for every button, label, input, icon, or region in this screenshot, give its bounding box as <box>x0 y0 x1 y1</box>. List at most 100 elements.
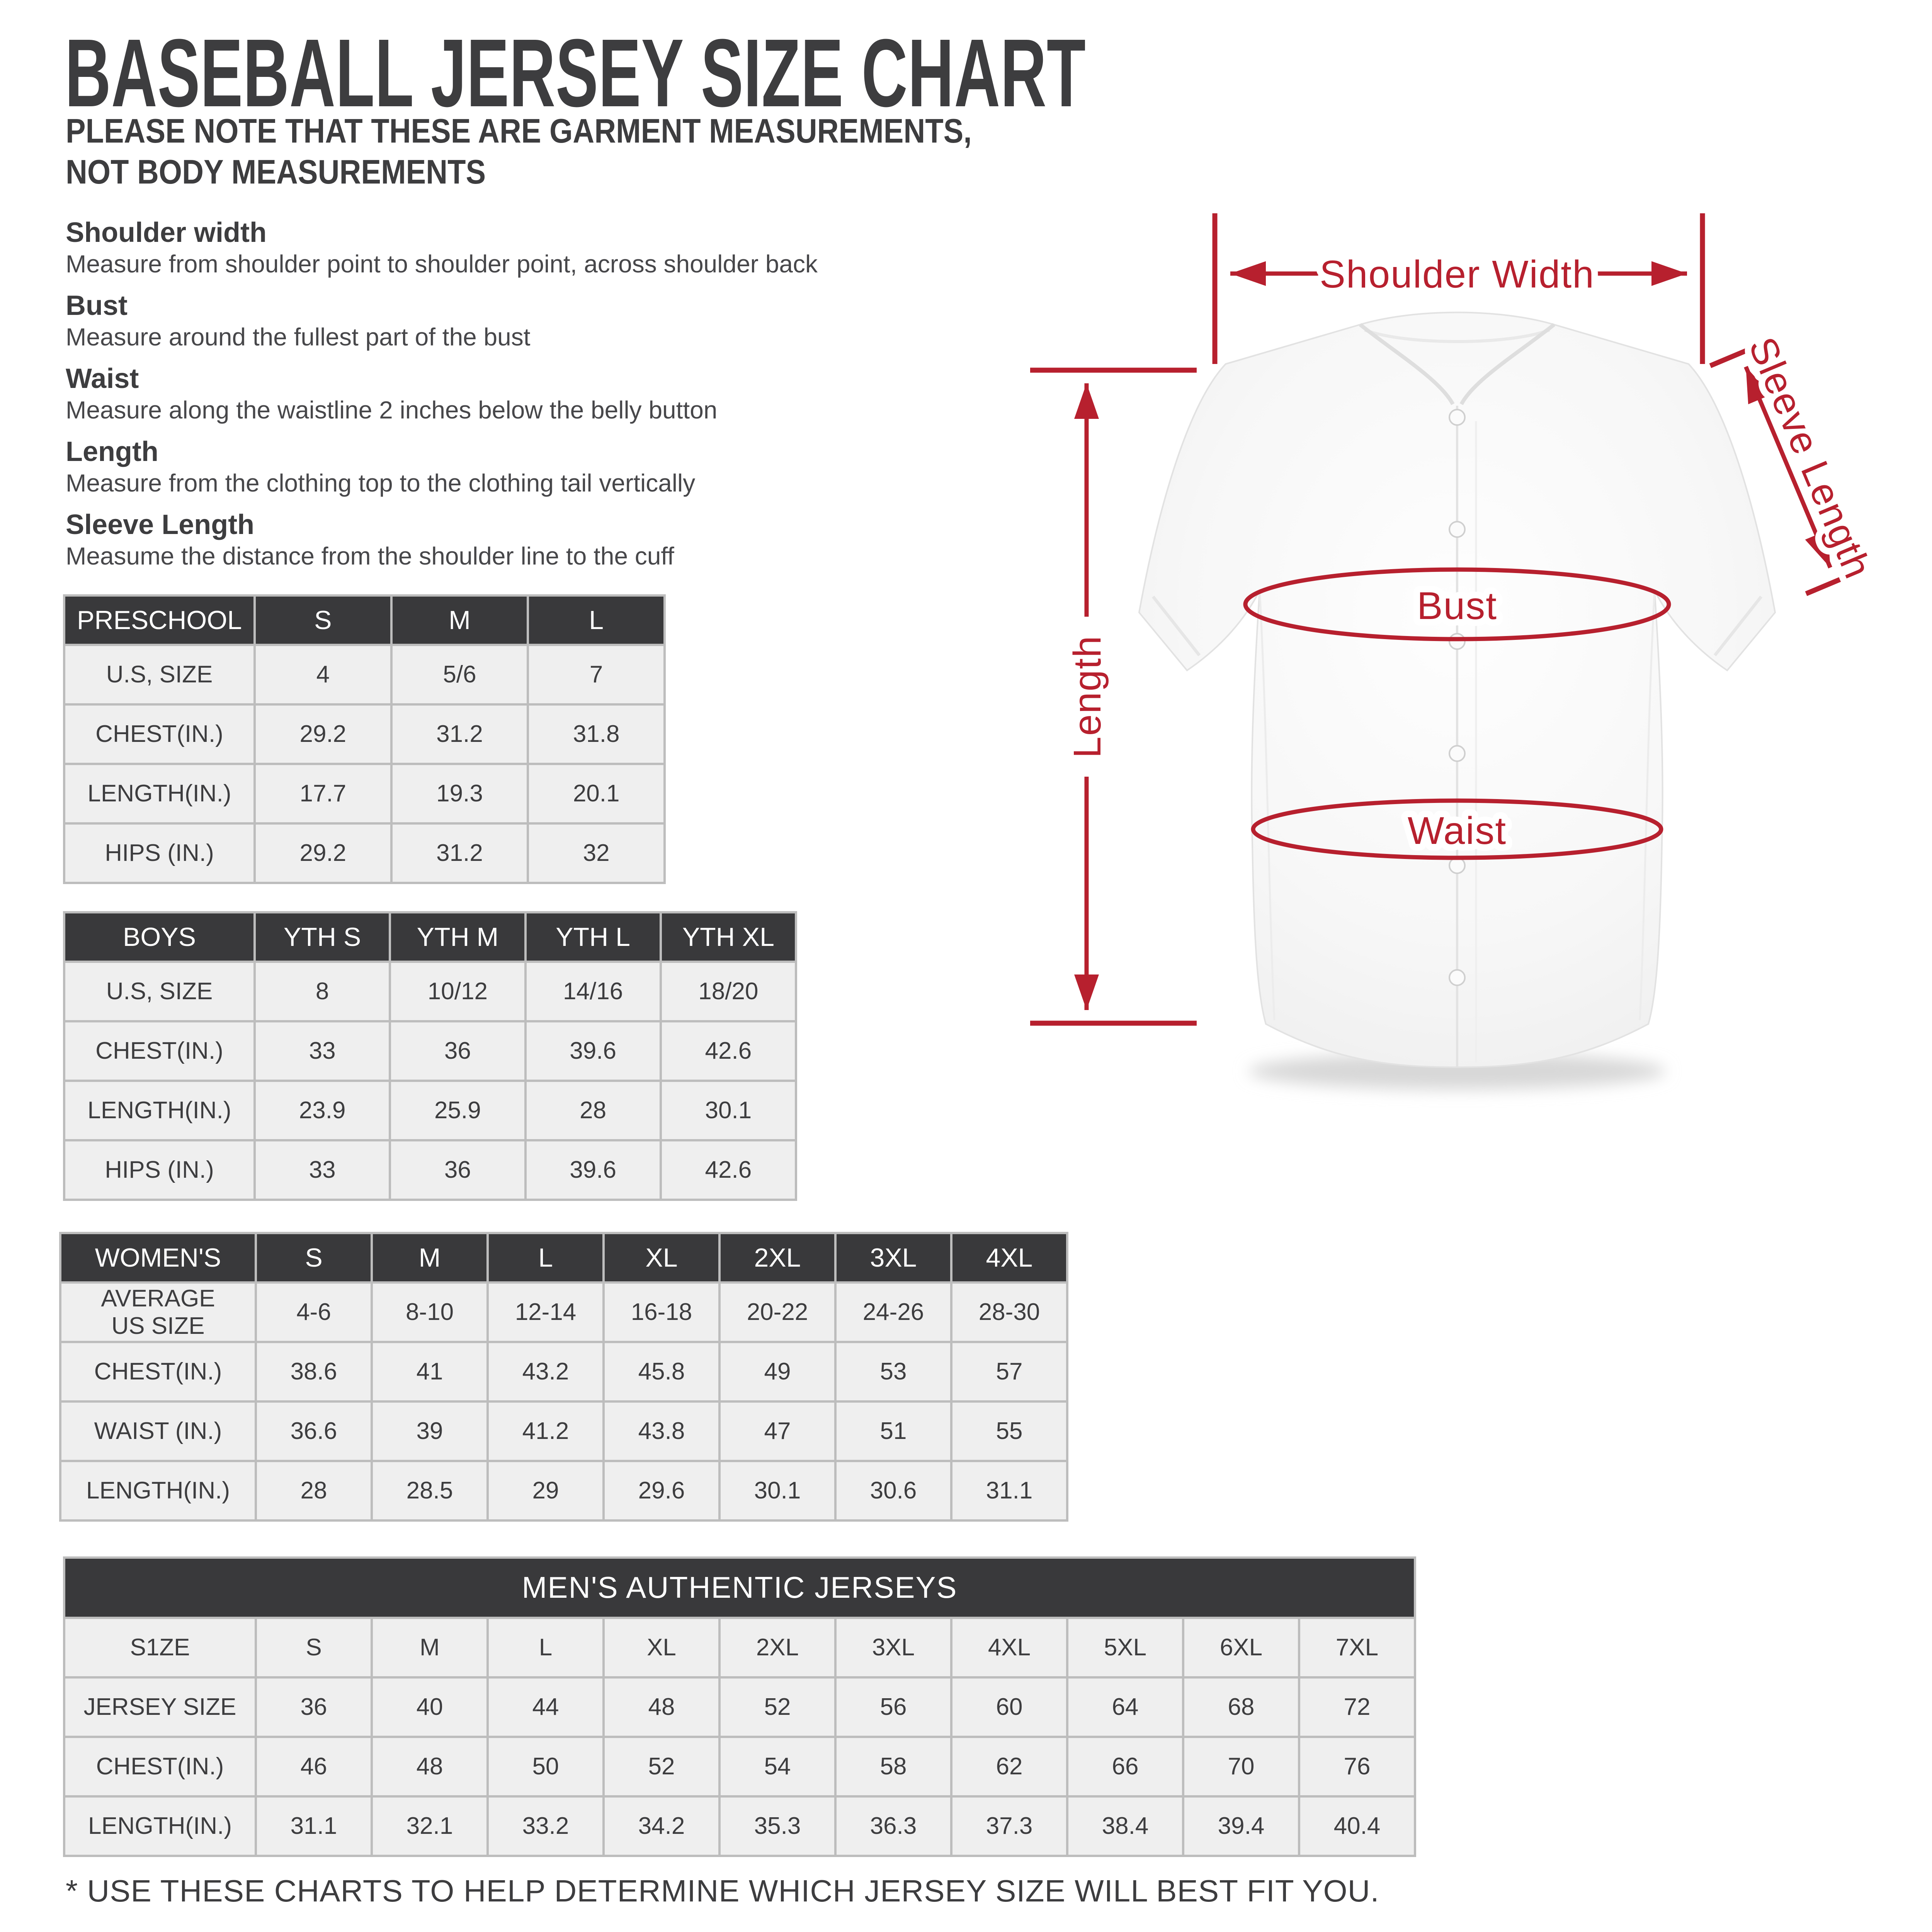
size-value-cell: 50 <box>489 1738 602 1795</box>
column-header-cell: 4XL <box>952 1234 1066 1281</box>
column-header-cell: S <box>256 597 390 644</box>
subtitle-line-2: NOT BODY MEASUREMENTS <box>66 152 486 191</box>
size-value-cell: 3XL <box>837 1619 950 1676</box>
definition-term: Bust <box>66 290 128 321</box>
size-value-cell: 36 <box>391 1141 524 1199</box>
row-label-cell: LENGTH(IN.) <box>65 1798 255 1855</box>
row-label-cell: LENGTH(IN.) <box>65 1082 253 1139</box>
column-header-cell: M <box>392 597 527 644</box>
definition-description: Measure around the fullest part of the b… <box>66 323 531 351</box>
size-value-cell: 8-10 <box>373 1284 486 1341</box>
size-value-cell: 31.2 <box>392 706 527 763</box>
size-value-cell: 60 <box>952 1679 1066 1736</box>
size-value-cell: 31.8 <box>529 706 663 763</box>
row-label-cell: CHEST(IN.) <box>65 1738 255 1795</box>
size-value-cell: 33.2 <box>489 1798 602 1855</box>
size-value-cell: 48 <box>373 1738 486 1795</box>
jersey-back-collar-seam <box>1364 328 1550 343</box>
boys-size-table: BOYS YTH S YTH M YTH L YTH XL U.S, SIZE 8 10/12… <box>63 911 797 1201</box>
size-value-cell: 62 <box>952 1738 1066 1795</box>
size-value-cell: 6XL <box>1184 1619 1298 1676</box>
size-value-cell: 64 <box>1068 1679 1182 1736</box>
length-annotation: Length <box>1030 367 1197 1026</box>
column-header-cell: L <box>489 1234 602 1281</box>
row-label-cell: HIPS (IN.) <box>65 825 253 882</box>
size-value-cell: 12-14 <box>489 1284 602 1341</box>
size-value-cell: 17.7 <box>256 765 390 822</box>
size-value-cell: 28 <box>257 1462 371 1519</box>
table-banner: MEN'S AUTHENTIC JERSEYS <box>65 1559 1414 1617</box>
size-value-cell: 2XL <box>721 1619 834 1676</box>
size-value-cell: 4 <box>256 646 390 703</box>
table-row: CHEST(IN.) 29.2 31.2 31.8 <box>65 706 663 763</box>
size-value-cell: 42.6 <box>662 1022 795 1080</box>
size-value-cell: 40 <box>373 1679 486 1736</box>
size-value-cell: 66 <box>1068 1738 1182 1795</box>
column-header-cell: M <box>373 1234 486 1281</box>
table-row: LENGTH(IN.) 23.9 25.9 28 30.1 <box>65 1082 795 1139</box>
size-value-cell: 36.3 <box>837 1798 950 1855</box>
size-value-cell: 30.6 <box>837 1462 950 1519</box>
definition-description: Measure from the clothing top to the clo… <box>66 469 696 497</box>
column-header-cell: YTH XL <box>662 913 795 961</box>
measurement-definitions: Shoulder width Measure from shoulder poi… <box>66 219 974 583</box>
table-row: S1ZE S M L XL 2XL 3XL 4XL 5XL 6XL 7XL <box>65 1619 1414 1676</box>
size-value-cell: 55 <box>952 1403 1066 1460</box>
table-row: U.S, SIZE 4 5/6 7 <box>65 646 663 703</box>
size-value-cell: 5/6 <box>392 646 527 703</box>
row-label-cell: WAIST (IN.) <box>61 1403 255 1460</box>
row-label-cell: LENGTH(IN.) <box>61 1462 255 1519</box>
jersey-right-side-seam <box>1639 590 1656 1020</box>
size-value-cell: 44 <box>489 1679 602 1736</box>
column-header-cell: S <box>257 1234 371 1281</box>
size-value-cell: 41.2 <box>489 1403 602 1460</box>
size-value-cell: 38.6 <box>257 1343 371 1400</box>
preschool-size-table: PRESCHOOL S M L U.S, SIZE 4 5/6 7 CHEST(IN.) 29.2… <box>63 594 666 884</box>
column-header-cell: YTH S <box>256 913 389 961</box>
jersey-graphic <box>1138 311 1776 1090</box>
size-value-cell: 20-22 <box>721 1284 834 1341</box>
definition-description: Measure from shoulder point to shoulder … <box>66 250 818 278</box>
definition-description: Measure along the waistline 2 inches bel… <box>66 396 718 424</box>
table-row: CHEST(IN.) 46 48 50 52 54 58 62 66 70 76 <box>65 1738 1414 1795</box>
size-value-cell: 56 <box>837 1679 950 1736</box>
row-label-cell: U.S, SIZE <box>65 963 253 1020</box>
size-value-cell: 18/20 <box>662 963 795 1020</box>
size-value-cell: 48 <box>605 1679 718 1736</box>
size-value-cell: 10/12 <box>391 963 524 1020</box>
definition-term: Length <box>66 436 158 467</box>
waist-label: Waist <box>1408 809 1507 852</box>
size-value-cell: 45.8 <box>605 1343 718 1400</box>
size-value-cell: 52 <box>605 1738 718 1795</box>
column-header-cell: 3XL <box>837 1234 950 1281</box>
size-value-cell: 35.3 <box>721 1798 834 1855</box>
waist-annotation: Waist <box>1251 798 1663 860</box>
size-value-cell: 32 <box>529 825 663 882</box>
size-value-cell: 49 <box>721 1343 834 1400</box>
column-header-cell: YTH M <box>391 913 524 961</box>
size-value-cell: 37.3 <box>952 1798 1066 1855</box>
table-banner-row: MEN'S AUTHENTIC JERSEYS <box>65 1559 1414 1617</box>
table-row: JERSEY SIZE 36 40 44 48 52 56 60 64 68 72 <box>65 1679 1414 1736</box>
table-row: WAIST (IN.) 36.6 39 41.2 43.8 47 51 55 <box>61 1403 1066 1460</box>
size-value-cell: 36 <box>257 1679 371 1736</box>
row-label-cell: CHEST(IN.) <box>61 1343 255 1400</box>
table-row: AVERAGE US SIZE 4-6 8-10 12-14 16-18 20-22 24-… <box>61 1284 1066 1341</box>
size-value-cell: 43.8 <box>605 1403 718 1460</box>
row-label-cell: U.S, SIZE <box>65 646 253 703</box>
size-value-cell: 51 <box>837 1403 950 1460</box>
length-label: Length <box>1066 635 1109 758</box>
size-value-cell: 14/16 <box>526 963 660 1020</box>
page-title: BASEBALL JERSEY SIZE CHART <box>65 19 1086 127</box>
size-value-cell: 28-30 <box>952 1284 1066 1341</box>
size-value-cell: 16-18 <box>605 1284 718 1341</box>
column-header-cell: L <box>529 597 663 644</box>
definition-bust: Bust Measure around the fullest part of … <box>66 292 974 352</box>
size-value-cell: 39.4 <box>1184 1798 1298 1855</box>
definition-description: Measume the distance from the shoulder l… <box>66 542 674 570</box>
table-title-cell: PRESCHOOL <box>65 597 253 644</box>
size-value-cell: 4XL <box>952 1619 1066 1676</box>
page-subtitle: PLEASE NOTE THAT THESE ARE GARMENT MEASU… <box>66 111 972 192</box>
table-row: HIPS (IN.) 33 36 39.6 42.6 <box>65 1141 795 1199</box>
size-value-cell: 31.1 <box>952 1462 1066 1519</box>
